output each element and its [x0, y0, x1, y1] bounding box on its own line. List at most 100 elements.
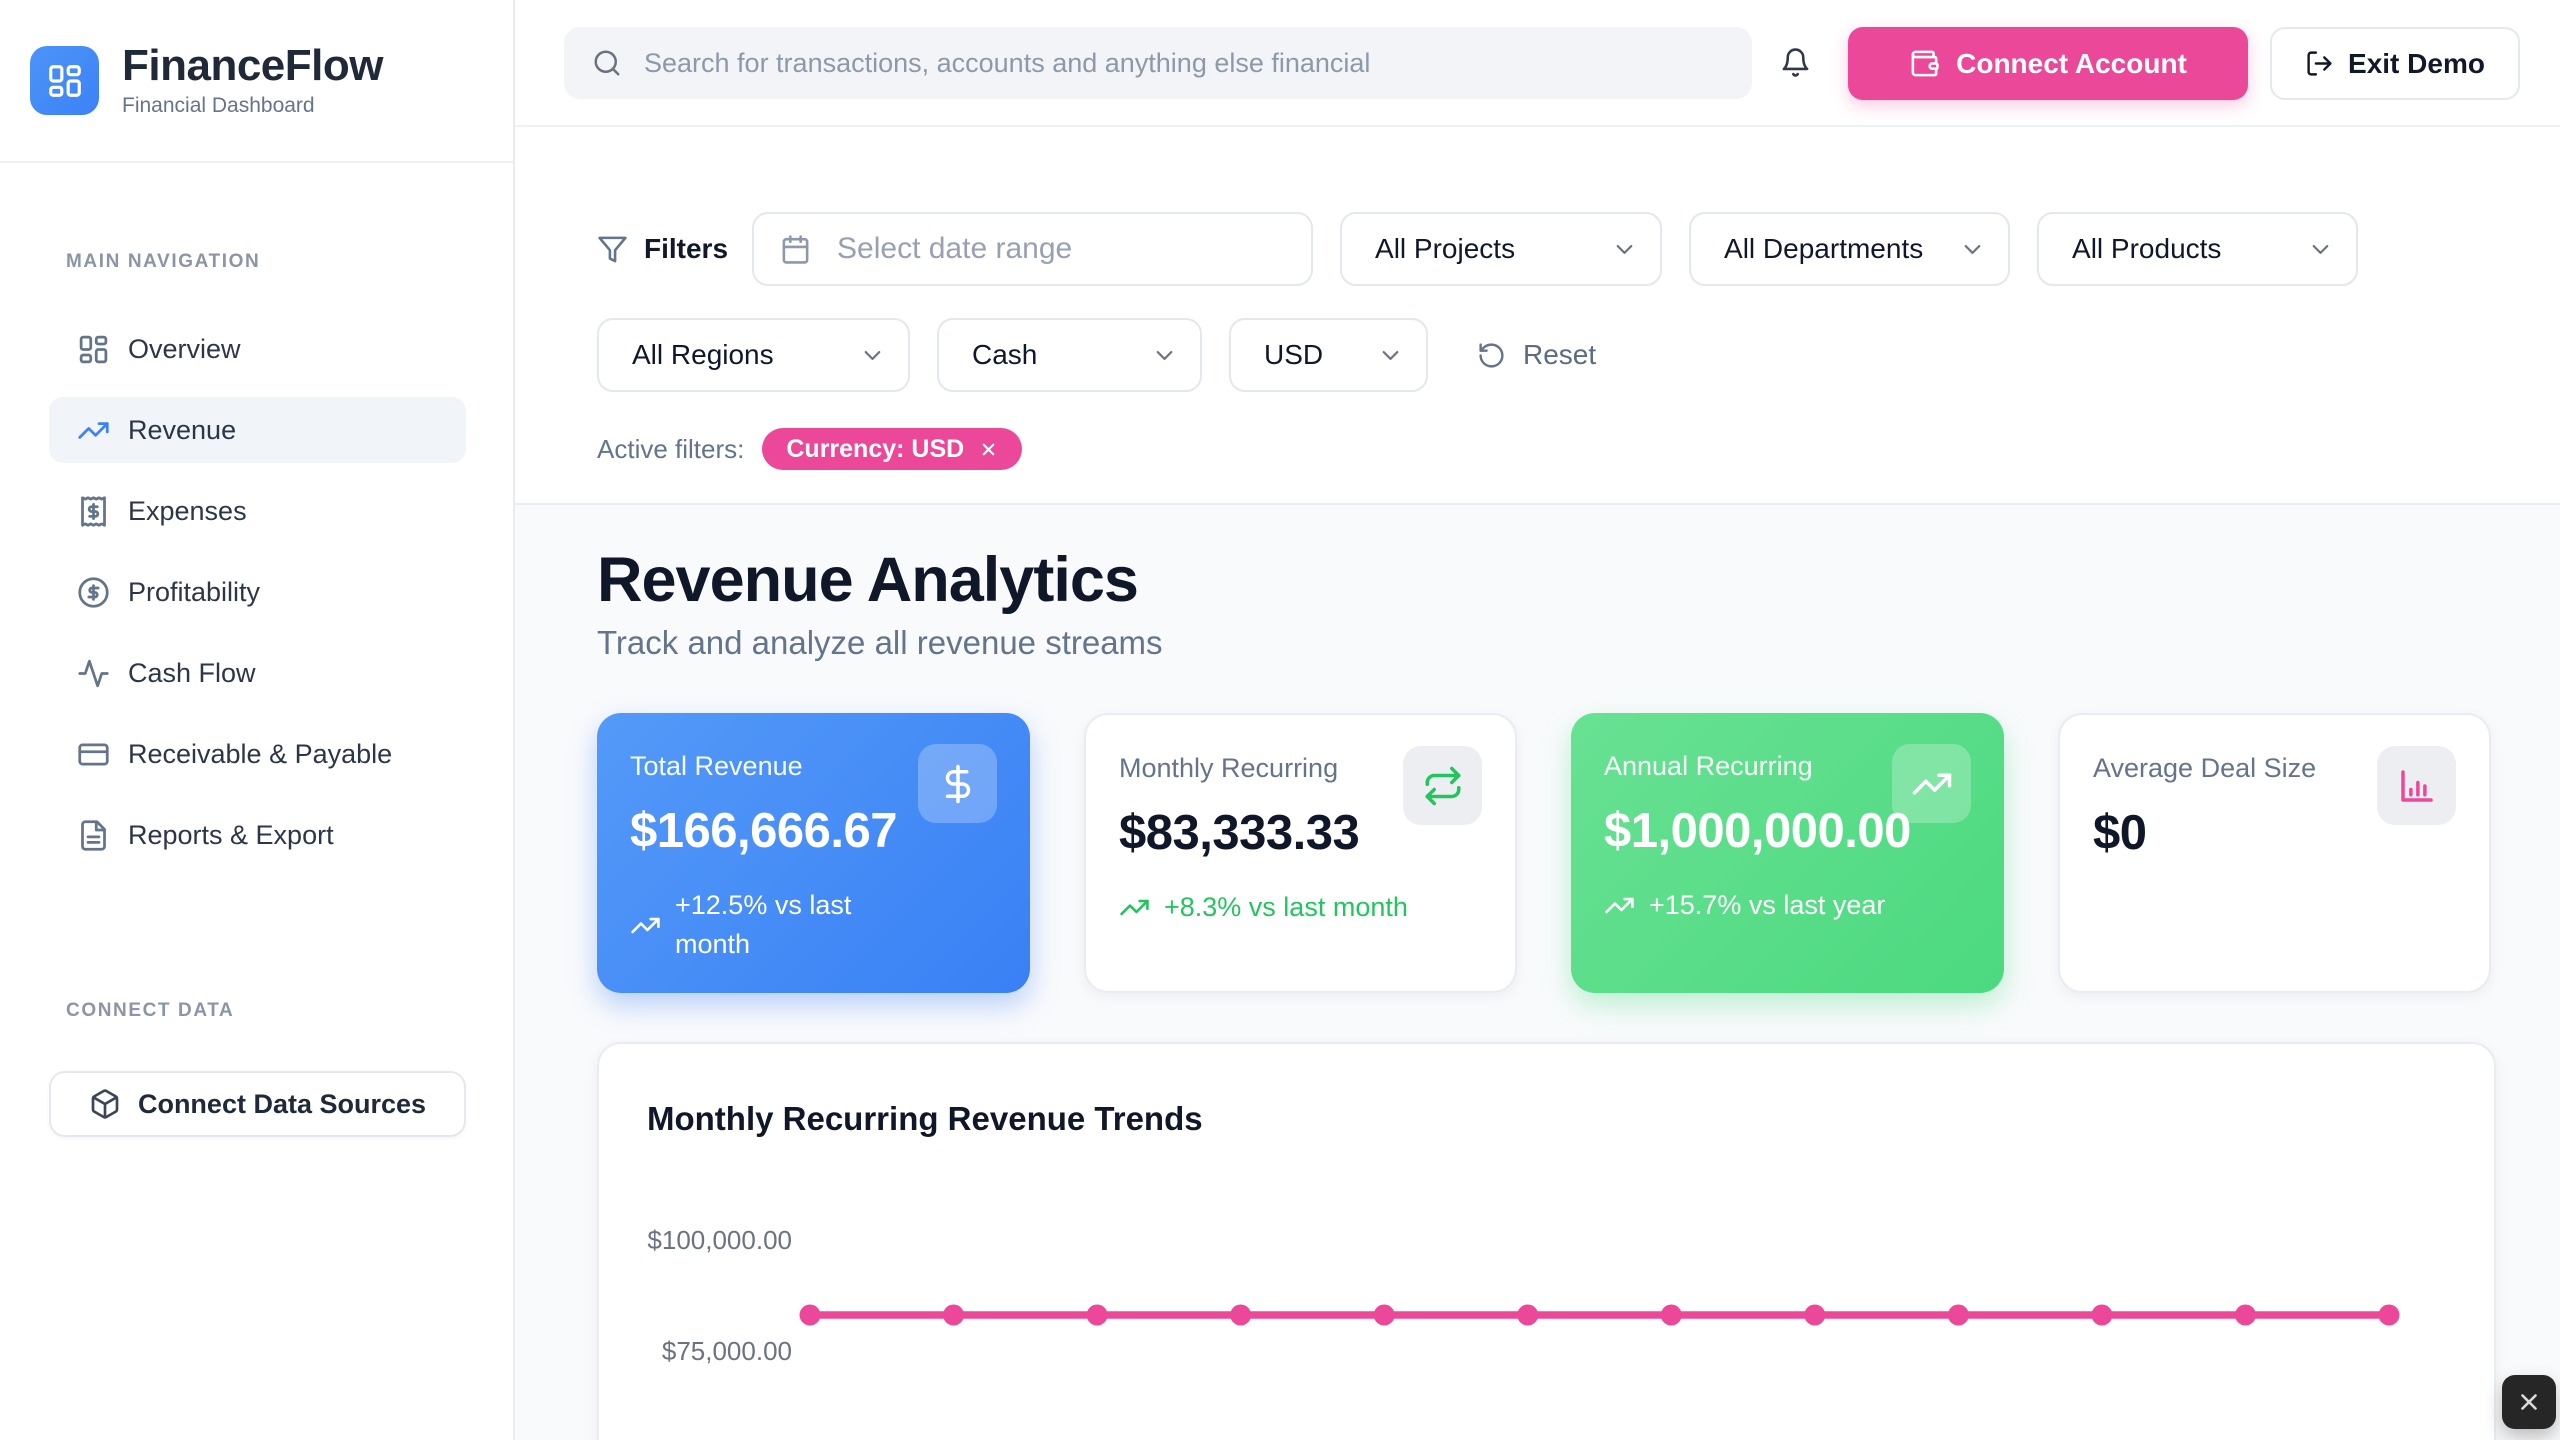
data-point [2234, 1304, 2256, 1326]
active-filters-label: Active filters: [597, 433, 745, 464]
kpi-value: $1,000,000.00 [1604, 804, 1911, 859]
sidebar-item-label: Revenue [128, 414, 237, 445]
app-subtitle: Financial Dashboard [122, 93, 315, 117]
search-icon [594, 50, 620, 76]
close-icon [2521, 1394, 2537, 1410]
projects-filter-dropdown[interactable]: All Projects [1340, 212, 1663, 286]
filters-panel: Filters All Projects All Departments All… [515, 127, 2560, 505]
dollar-icon [918, 744, 997, 824]
kpi-label: Total Revenue [630, 751, 803, 782]
data-point [799, 1304, 821, 1326]
connect-data-sources-button[interactable]: Connect Data Sources [49, 1071, 466, 1137]
kpi-trend-text: +12.5% vs last month [675, 890, 852, 960]
file-text-icon [77, 819, 110, 852]
exit-demo-label: Exit Demo [2348, 47, 2485, 79]
data-point [2378, 1304, 2400, 1326]
exit-demo-button[interactable]: Exit Demo [2270, 27, 2520, 100]
kpi-value: $83,333.33 [1119, 806, 1360, 861]
dashboard-icon [77, 333, 110, 366]
data-point [1804, 1304, 1826, 1326]
currency-filter-dropdown[interactable]: USD [1229, 318, 1428, 392]
regions-filter-value: All Regions [632, 339, 774, 370]
kpi-trend: +8.3% vs last month [1119, 888, 1482, 927]
reset-filters-button[interactable]: Reset [1477, 339, 1596, 371]
trending-up-icon [1892, 744, 1971, 824]
departments-filter-dropdown[interactable]: All Departments [1689, 212, 2011, 286]
data-point [1517, 1304, 1539, 1326]
page-subtitle: Track and analyze all revenue streams [597, 624, 1163, 662]
kpi-trend: +12.5% vs last month [630, 886, 997, 964]
top-header: Connect Account Exit Demo [515, 0, 2560, 127]
currency-filter-value: USD [1264, 339, 1324, 370]
sidebar-item-reports-export[interactable]: Reports & Export [49, 802, 466, 868]
package-icon [89, 1088, 121, 1120]
account-type-filter-value: Cash [972, 339, 1038, 370]
date-range-field[interactable] [837, 232, 1286, 266]
sidebar-item-label: Cash Flow [128, 657, 256, 688]
credit-card-icon [77, 738, 110, 771]
sidebar-item-cash-flow[interactable]: Cash Flow [49, 640, 466, 706]
products-filter-value: All Products [2072, 233, 2222, 264]
connect-account-label: Connect Account [1956, 47, 2187, 79]
data-point [2091, 1304, 2113, 1326]
chart-canvas [799, 1304, 2400, 1326]
kpi-cards-row: Total Revenue $166,666.67 +12.5% vs last m… [597, 713, 2560, 994]
sidebar: FinanceFlow Financial Dashboard MAIN NAV… [0, 0, 515, 1440]
remove-filter-icon[interactable] [979, 440, 998, 459]
logout-icon [2307, 51, 2332, 76]
kpi-label: Annual Recurring [1604, 751, 1813, 782]
search-input[interactable] [644, 47, 1724, 79]
kpi-card-total-revenue: Total Revenue $166,666.67 +12.5% vs last m… [597, 713, 1030, 994]
sidebar-item-overview[interactable]: Overview [49, 316, 466, 382]
filters-title: Filters [597, 233, 728, 265]
sidebar-item-receivable-payable[interactable]: Receivable & Payable [49, 721, 466, 787]
chevron-down-icon [1382, 350, 1399, 360]
chevron-down-icon [1616, 244, 1633, 254]
chevron-down-icon [2312, 244, 2329, 254]
sidebar-item-revenue[interactable]: Revenue [49, 397, 466, 463]
kpi-trend: +15.7% vs last year [1604, 886, 1971, 925]
chevron-down-icon [1964, 244, 1981, 254]
sidebar-item-expenses[interactable]: Expenses [49, 478, 466, 544]
bar-chart-icon [2377, 746, 2456, 826]
account-type-filter-dropdown[interactable]: Cash [937, 318, 1202, 392]
data-point [1947, 1304, 1969, 1326]
main-navigation: Overview Revenue Expenses Profitability Cash… [0, 316, 513, 868]
active-filter-chip-currency[interactable]: Currency: USD [762, 428, 1023, 470]
nav-section-label: MAIN NAVIGATION [66, 251, 261, 272]
data-point [1230, 1304, 1252, 1326]
active-filter-chip-label: Currency: USD [786, 434, 965, 463]
date-range-input[interactable] [752, 212, 1314, 286]
dollar-circle-icon [77, 576, 110, 609]
sidebar-item-label: Receivable & Payable [128, 738, 393, 769]
app-title: FinanceFlow [122, 41, 383, 91]
data-point [943, 1304, 965, 1326]
reset-icon [1479, 342, 1504, 368]
repeat-icon [1403, 746, 1482, 826]
global-search [564, 27, 1752, 99]
activity-icon [77, 657, 110, 690]
kpi-trend-text: +8.3% vs last month [1164, 892, 1408, 923]
app-logo-icon [30, 46, 99, 115]
brand: FinanceFlow Financial Dashboard [0, 0, 513, 163]
notifications-button[interactable] [1775, 44, 1815, 84]
sidebar-item-label: Profitability [128, 576, 261, 607]
main-content: Filters All Projects All Departments All… [515, 127, 2560, 1440]
kpi-card-annual-recurring: Annual Recurring $1,000,000.00 +15.7% vs l… [1571, 713, 2004, 994]
y-axis-tick: $100,000.00 [647, 1225, 792, 1256]
bell-icon [1782, 48, 1808, 77]
line-chart: $100,000.00 $75,000.00 [599, 1044, 2494, 1440]
connect-account-button[interactable]: Connect Account [1848, 27, 2248, 100]
revenue-trends-chart-card: Monthly Recurring Revenue Trends $100,00… [597, 1042, 2496, 1440]
kpi-label: Average Deal Size [2093, 753, 2317, 784]
kpi-trend-text: +15.7% vs last year [1649, 890, 1886, 921]
calendar-icon [782, 234, 809, 264]
trending-up-icon [77, 414, 110, 447]
products-filter-dropdown[interactable]: All Products [2037, 212, 2359, 286]
close-overlay-button[interactable] [2502, 1375, 2556, 1429]
regions-filter-dropdown[interactable]: All Regions [597, 318, 910, 392]
filter-funnel-icon [598, 236, 627, 262]
sidebar-item-label: Expenses [128, 495, 247, 526]
chevron-down-icon [864, 350, 881, 360]
sidebar-item-profitability[interactable]: Profitability [49, 559, 466, 625]
